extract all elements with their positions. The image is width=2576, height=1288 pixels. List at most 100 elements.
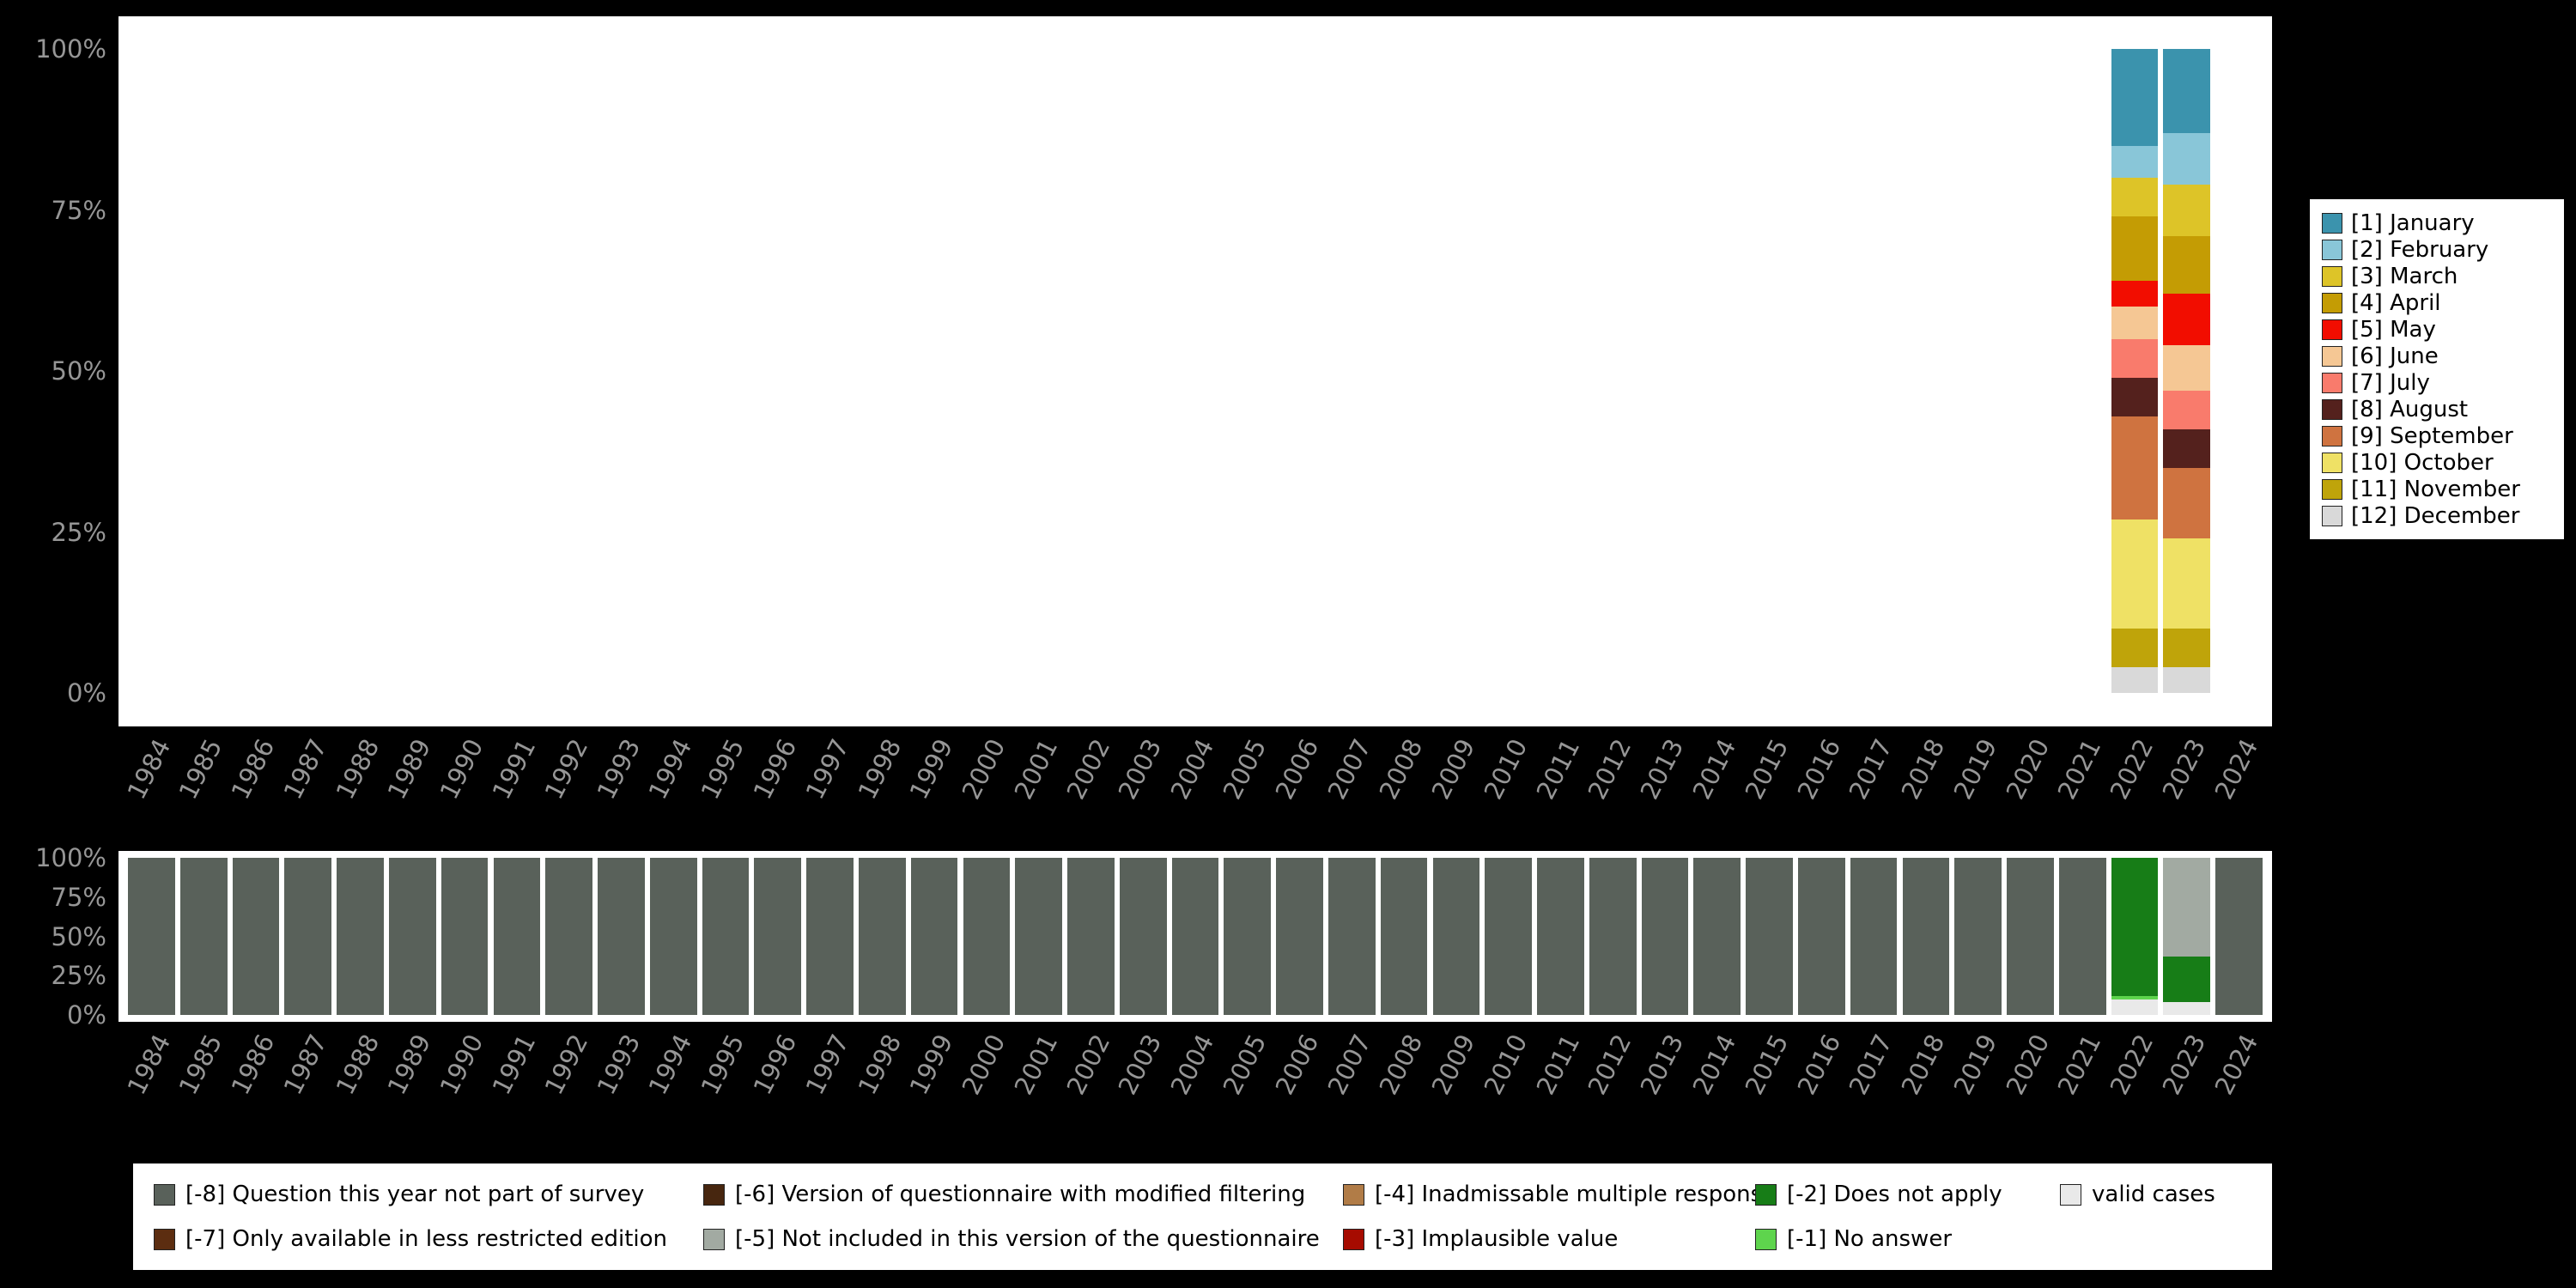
legend-item: [1] January bbox=[2322, 210, 2552, 236]
y-tick-label-25%: 25% bbox=[51, 961, 106, 991]
bar-segment [-8] Question this year not part of survey bbox=[702, 858, 750, 1015]
legend-color-swatch bbox=[2322, 398, 2342, 420]
stacked-bar-2005 bbox=[1224, 858, 1272, 1015]
stacked-bar-1984 bbox=[128, 858, 175, 1015]
stacked-bar-1985 bbox=[179, 858, 228, 1015]
stacked-bar-2010 bbox=[1485, 858, 1533, 1015]
stacked-bar-1986 bbox=[232, 858, 280, 1015]
legend-label: [5] May bbox=[2351, 316, 2436, 343]
bar-segment [7] July bbox=[2111, 338, 2159, 378]
bar-segment [-8] Question this year not part of survey bbox=[179, 858, 228, 1015]
y-tick-label-100%: 100% bbox=[35, 843, 106, 872]
bar-segment valid cases bbox=[2111, 999, 2159, 1015]
legend-item: [11] November bbox=[2322, 476, 2552, 502]
legend-label: [12] December bbox=[2351, 502, 2520, 529]
legend-item: [-1] No answer bbox=[1755, 1226, 2060, 1252]
legend-color-swatch bbox=[2322, 212, 2342, 234]
bar-segment [-8] Question this year not part of survey bbox=[858, 858, 906, 1015]
stacked-bar-2021 bbox=[2058, 858, 2106, 1015]
legend-item: [2] February bbox=[2322, 236, 2552, 263]
bar-segment [5] May bbox=[2163, 294, 2211, 345]
stacked-bar-2003 bbox=[1119, 858, 1167, 1015]
stacked-bar-1989 bbox=[388, 858, 436, 1015]
stacked-bar-2004 bbox=[1171, 858, 1219, 1015]
stacked-bar-2019 bbox=[1954, 858, 2002, 1015]
stacked-bar-2020 bbox=[2007, 858, 2054, 1015]
bar-segment [-8] Question this year not part of survey bbox=[337, 858, 384, 1015]
bar-segment [-8] Question this year not part of survey bbox=[1954, 858, 2002, 1015]
legend-item: [10] October bbox=[2322, 449, 2552, 476]
legend-label: [-5] Not included in this version of the… bbox=[735, 1226, 1320, 1252]
stacked-bar-2001 bbox=[1015, 858, 1062, 1015]
bar-segment [-8] Question this year not part of survey bbox=[545, 858, 592, 1015]
legend-color-swatch bbox=[2322, 505, 2342, 526]
months-legend: [1] January [2] February [3] March [4] Apri… bbox=[2308, 197, 2566, 541]
y-tick-label-0%: 0% bbox=[66, 1000, 106, 1030]
legend-label: [8] August bbox=[2351, 396, 2469, 422]
legend-item: [6] June bbox=[2322, 343, 2552, 369]
bar-segment [-8] Question this year not part of survey bbox=[493, 858, 541, 1015]
bar-segment [-8] Question this year not part of survey bbox=[598, 858, 645, 1015]
months-plot-area bbox=[118, 16, 2272, 726]
bar-segment [5] May bbox=[2111, 281, 2159, 307]
legend-color-swatch bbox=[2322, 345, 2342, 367]
bar-segment [9] September bbox=[2111, 416, 2159, 519]
stacked-bar-2009 bbox=[1432, 858, 1480, 1015]
legend-label: [-3] Implausible value bbox=[1375, 1226, 1619, 1252]
bar-segment [6] June bbox=[2163, 345, 2211, 391]
bar-segment [-8] Question this year not part of survey bbox=[1902, 858, 1950, 1015]
legend-item: [12] December bbox=[2322, 502, 2552, 529]
legend-item: [-3] Implausible value bbox=[1343, 1226, 1755, 1252]
bar-segment [-8] Question this year not part of survey bbox=[1693, 858, 1741, 1015]
stacked-bar-2006 bbox=[1276, 858, 1323, 1015]
legend-color-swatch bbox=[154, 1183, 175, 1206]
bar-segment [8] August bbox=[2163, 428, 2211, 468]
legend-label: [-7] Only available in less restricted e… bbox=[185, 1226, 668, 1252]
bar-segment [-8] Question this year not part of survey bbox=[2215, 858, 2263, 1015]
legend-color-swatch bbox=[2322, 292, 2342, 313]
legend-label: [-1] No answer bbox=[1787, 1226, 1953, 1252]
legend-label: [4] April bbox=[2351, 289, 2441, 316]
bar-segment [-2] Does not apply bbox=[2163, 957, 2211, 1003]
y-tick-label-25%: 25% bbox=[51, 517, 106, 547]
legend-label: [10] October bbox=[2351, 449, 2494, 476]
stacked-bar-2002 bbox=[1067, 858, 1115, 1015]
legend-item: [5] May bbox=[2322, 316, 2552, 343]
stacked-bar-2013 bbox=[1641, 858, 1689, 1015]
legend-label: [9] September bbox=[2351, 422, 2513, 449]
legend-label: [-6] Version of questionnaire with modif… bbox=[735, 1182, 1306, 1207]
stacked-bar-2023 bbox=[2163, 858, 2211, 1015]
bar-segment [2] February bbox=[2163, 132, 2211, 185]
stacked-bar-1994 bbox=[649, 858, 697, 1015]
bar-segment [11] November bbox=[2111, 629, 2159, 667]
bar-segment [-1] No answer bbox=[2111, 996, 2159, 999]
bar-segment [-8] Question this year not part of survey bbox=[1850, 858, 1898, 1015]
stacked-bar-1987 bbox=[284, 858, 332, 1015]
missing-plot-area bbox=[118, 851, 2272, 1022]
stacked-bar-2008 bbox=[1380, 858, 1428, 1015]
legend-color-swatch bbox=[2060, 1183, 2081, 1206]
legend-item: [4] April bbox=[2322, 289, 2552, 316]
y-tick-label-75%: 75% bbox=[51, 195, 106, 225]
legend-color-swatch bbox=[2322, 452, 2342, 473]
bar-segment [-8] Question this year not part of survey bbox=[2007, 858, 2054, 1015]
bar-segment [-8] Question this year not part of survey bbox=[1327, 858, 1376, 1015]
bar-segment [-8] Question this year not part of survey bbox=[1537, 858, 1584, 1015]
legend-item: [-7] Only available in less restricted e… bbox=[154, 1226, 703, 1252]
legend-color-swatch bbox=[2322, 319, 2342, 340]
missing-values-chart: 0% 25% 50% 75% 100% 1984 1985 1986 1987 1988 1989… bbox=[0, 843, 2576, 1160]
bar-segment [-8] Question this year not part of survey bbox=[1171, 858, 1219, 1015]
stacked-bar-1990 bbox=[440, 858, 489, 1015]
stacked-bar-1996 bbox=[754, 858, 802, 1015]
bar-segment [-8] Question this year not part of survey bbox=[232, 858, 280, 1015]
legend-item: [7] July bbox=[2322, 369, 2552, 396]
bar-segment [-8] Question this year not part of survey bbox=[806, 858, 854, 1015]
legend-color-swatch bbox=[1343, 1183, 1364, 1206]
bar-segment [-8] Question this year not part of survey bbox=[1432, 858, 1480, 1015]
bar-segment [6] June bbox=[2111, 307, 2159, 339]
bar-segment [12] December bbox=[2163, 667, 2211, 693]
bar-segment [-8] Question this year not part of survey bbox=[1224, 858, 1272, 1015]
legend-color-swatch bbox=[2322, 372, 2342, 393]
y-tick-label-75%: 75% bbox=[51, 882, 106, 912]
bar-segment [-8] Question this year not part of survey bbox=[1641, 858, 1689, 1015]
